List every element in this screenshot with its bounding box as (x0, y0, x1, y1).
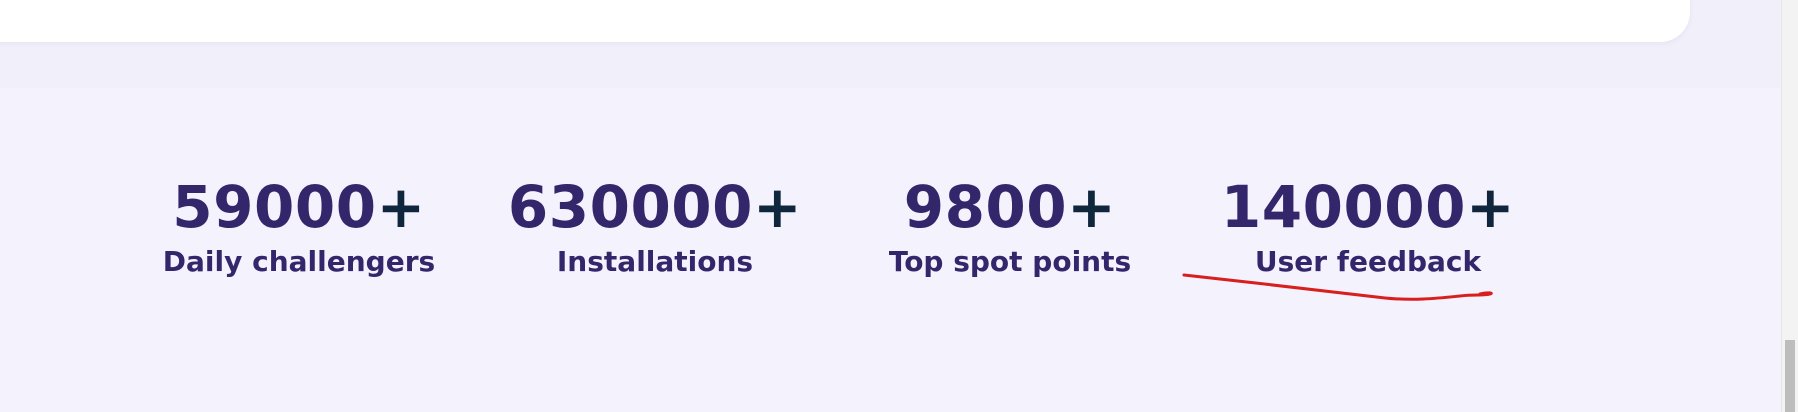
stat-label: Daily challengers (162, 245, 436, 278)
scrollbar-thumb[interactable] (1785, 340, 1795, 412)
stat-number: 630000+ (507, 173, 803, 241)
stat-daily-challengers: 59000+ Daily challengers (139, 172, 459, 280)
stat-label: User feedback (1254, 245, 1482, 278)
stat-top-spot-points: 9800+ Top spot points (850, 172, 1170, 280)
content-card-bottom-edge (0, 0, 1690, 42)
stat-label: Top spot points (888, 245, 1132, 278)
stat-label: Installations (556, 245, 754, 278)
stat-number: 59000+ (172, 173, 426, 241)
stat-user-feedback: 140000+ User feedback (1208, 172, 1528, 280)
stat-number: 9800+ (903, 173, 1117, 241)
stat-number: 140000+ (1220, 173, 1516, 241)
stat-installations: 630000+ Installations (495, 172, 815, 280)
vertical-scrollbar[interactable] (1781, 0, 1798, 412)
